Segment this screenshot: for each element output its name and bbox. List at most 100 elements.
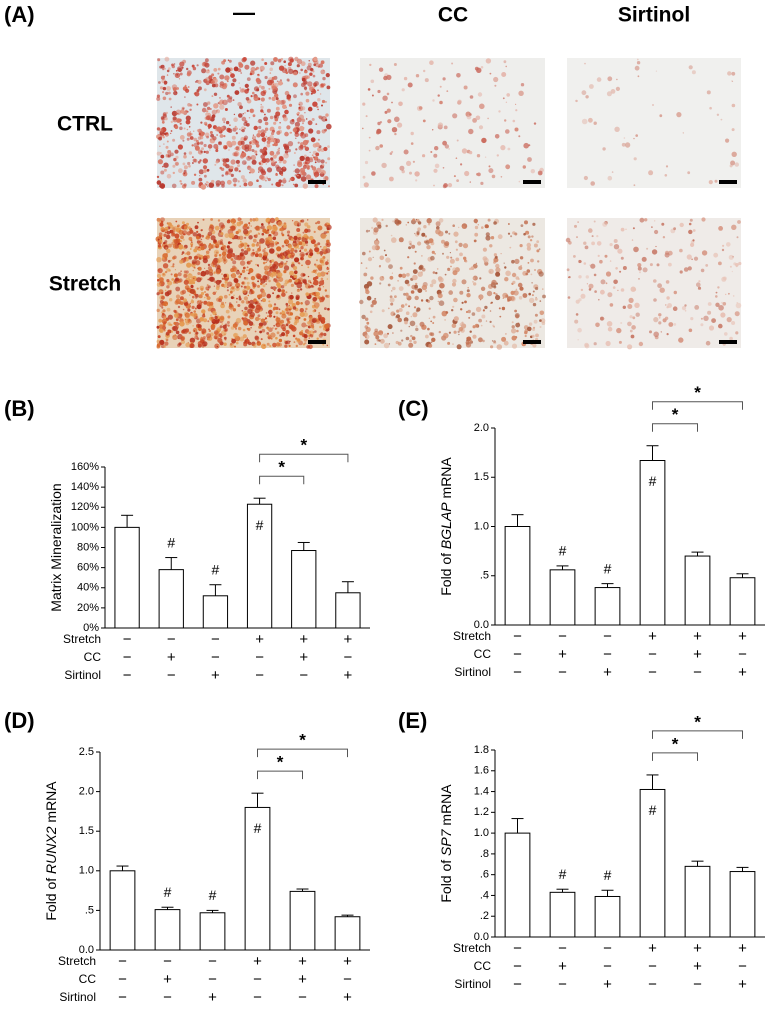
significance-marker: # [167, 534, 175, 550]
stain-dot [418, 221, 421, 224]
stain-dot [452, 113, 457, 118]
stain-dot [284, 340, 286, 342]
stain-dot [495, 134, 500, 139]
stain-dot [163, 87, 166, 90]
stain-dot [657, 283, 662, 288]
stain-dot [508, 148, 511, 151]
stain-dot [184, 183, 187, 186]
stain-dot [162, 257, 165, 260]
stain-dot [393, 313, 395, 315]
stain-dot [248, 295, 249, 296]
stain-dot [275, 139, 280, 144]
stain-dot [165, 117, 168, 120]
stain-dot [315, 184, 319, 188]
stain-dot [537, 260, 539, 262]
condition-sign: − [255, 649, 264, 666]
stain-dot [513, 120, 516, 123]
stain-dot [292, 220, 293, 221]
stain-dot [310, 334, 313, 337]
stain-dot [326, 272, 328, 274]
stain-dot [237, 164, 240, 167]
stain-dot [525, 273, 528, 276]
stain-dot [568, 296, 571, 299]
stain-dot [180, 271, 181, 272]
stain-dot [246, 269, 248, 271]
y-tick-label: 1.5 [79, 825, 94, 837]
stain-dot [476, 307, 481, 312]
stain-dot [718, 305, 724, 311]
stain-dot [162, 69, 164, 71]
condition-sign: − [513, 958, 522, 975]
condition-sign: − [603, 628, 612, 645]
stain-dot [180, 183, 182, 185]
stain-dot [171, 273, 173, 275]
stain-dot [259, 175, 264, 180]
stain-dot [448, 290, 453, 295]
stain-dot [206, 69, 210, 73]
stain-dot [277, 221, 282, 226]
stain-dot [723, 277, 727, 281]
stain-dot [519, 296, 523, 300]
stain-dot [399, 237, 404, 242]
stain-dot [402, 274, 407, 279]
stain-dot [736, 303, 742, 309]
stain-dot [725, 294, 726, 295]
stain-dot [225, 302, 226, 303]
stain-dot [192, 296, 195, 299]
stain-dot [182, 67, 184, 69]
stain-dot [594, 122, 597, 125]
stain-dot [447, 268, 450, 271]
stain-dot [610, 260, 611, 261]
stain-dot [530, 259, 534, 263]
stain-dot [474, 233, 478, 237]
stain-dot [369, 251, 371, 253]
y-axis-label-part: mRNA [438, 784, 454, 830]
stain-dot [231, 159, 236, 164]
stain-dot [732, 104, 736, 108]
stain-dot [217, 338, 222, 343]
condition-sign: − [123, 631, 132, 648]
stain-dot [214, 93, 217, 96]
stain-dot [172, 165, 175, 168]
stain-dot [668, 322, 673, 327]
stain-dot [650, 263, 653, 266]
stain-dot [481, 287, 485, 291]
stain-dot [510, 235, 512, 237]
stain-dot [227, 180, 232, 185]
stain-dot [205, 294, 207, 296]
stain-dot [178, 306, 180, 308]
stain-dot [652, 249, 657, 254]
stain-dot [658, 321, 661, 324]
stain-dot [409, 340, 412, 343]
stain-dot [207, 320, 209, 322]
stain-dot [186, 223, 189, 226]
condition-name: CC [84, 650, 102, 664]
stain-dot [236, 231, 239, 234]
stain-dot [443, 333, 449, 339]
stain-dot [298, 142, 300, 144]
stain-dot [382, 96, 387, 101]
stain-dot [540, 326, 542, 328]
stain-dot [206, 110, 208, 112]
stain-dot [523, 165, 526, 168]
bar [505, 527, 530, 626]
stain-dot [689, 65, 693, 69]
condition-name: Stretch [58, 954, 96, 968]
stain-dot [715, 295, 718, 298]
stain-dot [200, 286, 205, 291]
stain-dot [729, 255, 734, 260]
stain-dot [216, 180, 222, 186]
stain-dot [718, 324, 723, 329]
stain-dot [161, 76, 165, 80]
stain-dot [643, 267, 648, 272]
stain-dot [253, 324, 255, 326]
stain-dot [317, 98, 320, 101]
stain-dot [173, 91, 177, 95]
stain-dot [236, 301, 238, 303]
stain-dot [264, 248, 266, 250]
stain-dot [479, 277, 481, 279]
stain-dot [267, 178, 268, 179]
stain-dot [259, 163, 261, 165]
stain-dot [452, 343, 454, 345]
stain-dot [303, 280, 306, 283]
